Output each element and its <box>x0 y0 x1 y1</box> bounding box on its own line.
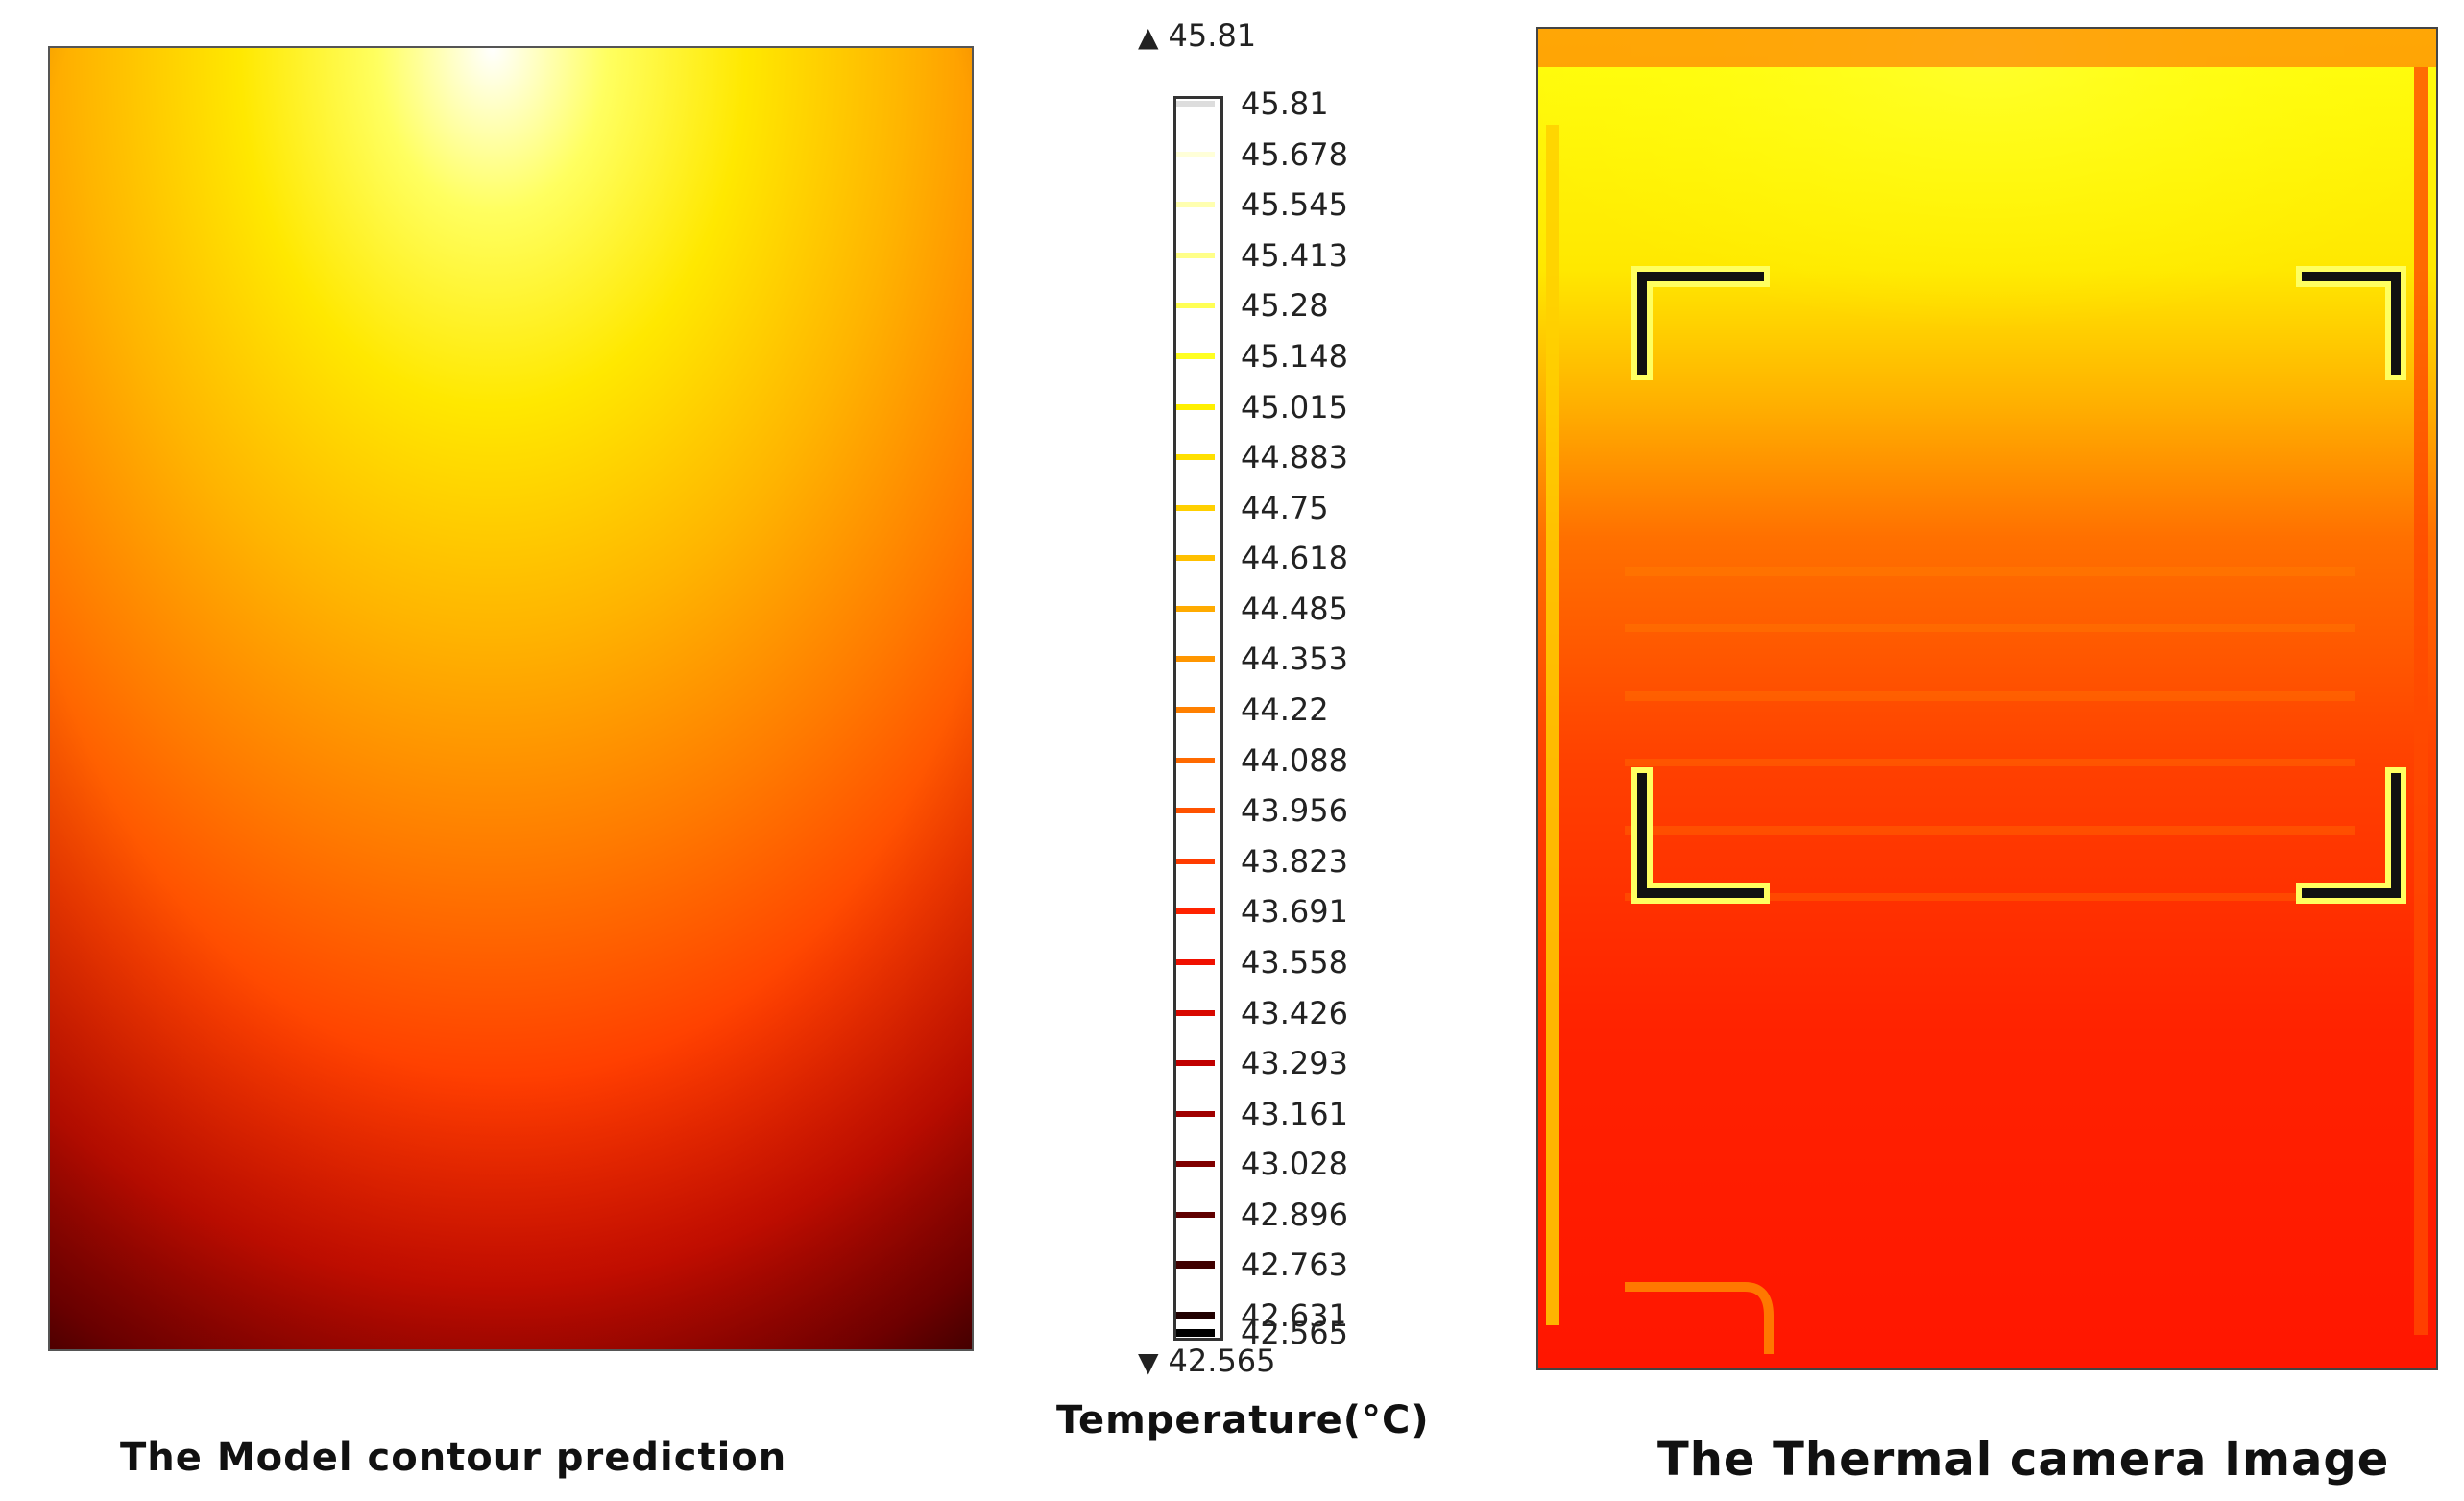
colorbar-tick-mark <box>1176 555 1215 562</box>
colorbar-tick-label: 44.353 <box>1241 641 1348 678</box>
colorbar-tick-mark <box>1176 101 1215 107</box>
colorbar-tick-mark <box>1176 808 1215 814</box>
colorbar-tick-label: 44.485 <box>1241 590 1348 627</box>
colorbar-tick-mark <box>1176 202 1215 208</box>
colorbar-tick-label: 44.22 <box>1241 691 1329 728</box>
colorbar-tick-mark <box>1176 656 1215 663</box>
colorbar-tick-mark <box>1176 151 1215 157</box>
bracket-marks <box>1631 266 2406 904</box>
legend-title: Temperature(°C) <box>1056 1398 1430 1442</box>
thermal-image-graphic <box>1538 29 2436 1368</box>
colorbar-tick-mark <box>1176 958 1215 965</box>
colorbar-tick-mark <box>1176 1110 1215 1117</box>
colorbar-tick-label: 43.558 <box>1241 943 1348 980</box>
colorbar-tick-mark <box>1176 858 1215 864</box>
colorbar-tick-mark <box>1176 1329 1215 1337</box>
colorbar-tick-mark <box>1176 252 1215 258</box>
colorbar-tick-label: 44.883 <box>1241 439 1348 476</box>
colorbar-tick-mark <box>1176 1060 1215 1067</box>
triangle-up-icon: ▲ <box>1138 21 1159 53</box>
colorbar-tick-label: 45.81 <box>1241 85 1329 122</box>
colorbar-tick-mark <box>1176 303 1215 309</box>
colorbar-tick-mark <box>1176 1312 1215 1319</box>
colorbar-tick-label: 45.678 <box>1241 135 1348 173</box>
legend-min: ▼ 42.565 <box>1138 1343 1276 1379</box>
legend-max-label: 45.81 <box>1168 17 1257 54</box>
colorbar-tick-mark <box>1176 707 1215 713</box>
colorbar-tick-label: 43.691 <box>1241 893 1348 931</box>
colorbar-tick-label: 45.015 <box>1241 388 1348 425</box>
colorbar-tick-label: 44.75 <box>1241 489 1329 526</box>
colorbar-tick-label: 43.956 <box>1241 792 1348 830</box>
colorbar <box>1173 96 1223 1341</box>
colorbar-tick-label: 45.148 <box>1241 337 1348 375</box>
camera-caption: The Thermal camera Image <box>1657 1433 2390 1487</box>
colorbar-tick-mark <box>1176 403 1215 410</box>
colorbar-tick-label: 43.426 <box>1241 994 1348 1031</box>
colorbar-tick-mark <box>1176 504 1215 511</box>
legend-max: ▲ 45.81 <box>1138 17 1256 54</box>
colorbar-tick-label: 43.823 <box>1241 842 1348 880</box>
colorbar-tick-label: 43.161 <box>1241 1095 1348 1132</box>
model-contour-graphic <box>50 48 972 1349</box>
colorbar-tick-label: 42.565 <box>1241 1315 1348 1351</box>
colorbar-tick-mark <box>1176 908 1215 915</box>
model-caption: The Model contour prediction <box>120 1436 787 1480</box>
colorbar-tick-label: 42.896 <box>1241 1196 1348 1233</box>
colorbar-tick-label: 42.631 <box>1241 1297 1348 1334</box>
thermal-camera-image <box>1536 27 2438 1370</box>
colorbar-tick-label: 43.028 <box>1241 1146 1348 1183</box>
colorbar-tick-label: 45.28 <box>1241 287 1329 325</box>
colorbar-tick-mark <box>1176 1211 1215 1218</box>
colorbar-tick-label: 44.088 <box>1241 741 1348 779</box>
colorbar-tick-label: 44.618 <box>1241 540 1348 577</box>
colorbar-tick-label: 43.293 <box>1241 1045 1348 1082</box>
colorbar-tick-label: 45.545 <box>1241 186 1348 224</box>
colorbar-tick-mark <box>1176 757 1215 763</box>
colorbar-tick-mark <box>1176 352 1215 359</box>
colorbar-tick-label: 42.763 <box>1241 1247 1348 1284</box>
colorbar-tick-mark <box>1176 1261 1215 1270</box>
colorbar-tick-mark <box>1176 1009 1215 1016</box>
legend-min-label: 42.565 <box>1168 1343 1276 1379</box>
colorbar-tick-mark <box>1176 605 1215 612</box>
colorbar-tick-mark <box>1176 454 1215 461</box>
triangle-down-icon: ▼ <box>1138 1346 1159 1378</box>
colorbar-tick-mark <box>1176 1161 1215 1168</box>
model-contour-plot <box>48 46 974 1351</box>
colorbar-tick-label: 45.413 <box>1241 236 1348 274</box>
